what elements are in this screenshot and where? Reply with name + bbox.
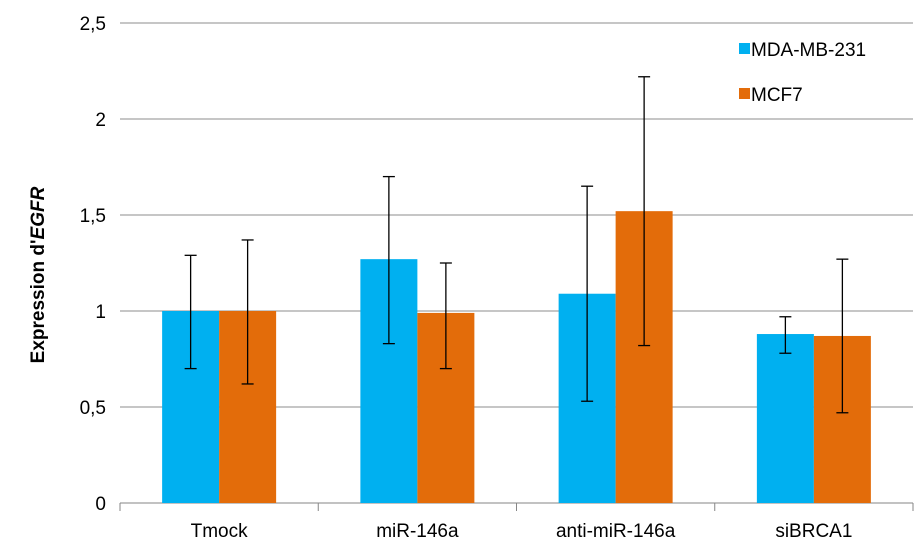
x-tick-labels: Tmock miR-146a anti-miR-146a siBRCA1 [191,521,853,542]
bar [756,334,814,503]
y-tick-labels: 0 0,5 1 1,5 2 2,5 [80,14,106,515]
legend-label-mcf7: MCF7 [751,85,803,106]
x-tick-label: miR-146a [376,521,459,542]
error-bars [184,76,849,414]
bars [162,211,871,503]
x-tick-label: anti-miR-146a [556,521,676,542]
x-tick-label: Tmock [191,521,249,542]
x-tick-label: siBRCA1 [775,521,852,542]
legend-swatch-mda-mb-231 [739,43,750,54]
y-tick-label: 0 [95,494,106,515]
y-tick-label: 0,5 [80,398,106,419]
y-tick-label: 1 [95,302,106,323]
y-tick-label: 2,5 [80,14,106,35]
y-axis-label: Expression d'EGFR [28,186,49,363]
y-tick-label: 2 [95,110,106,131]
y-tick-label: 1,5 [80,206,106,227]
legend-swatch-mcf7 [739,88,750,99]
legend-label-mda-mb-231: MDA-MB-231 [751,40,866,61]
legend: MDA-MB-231 MCF7 [739,40,866,106]
